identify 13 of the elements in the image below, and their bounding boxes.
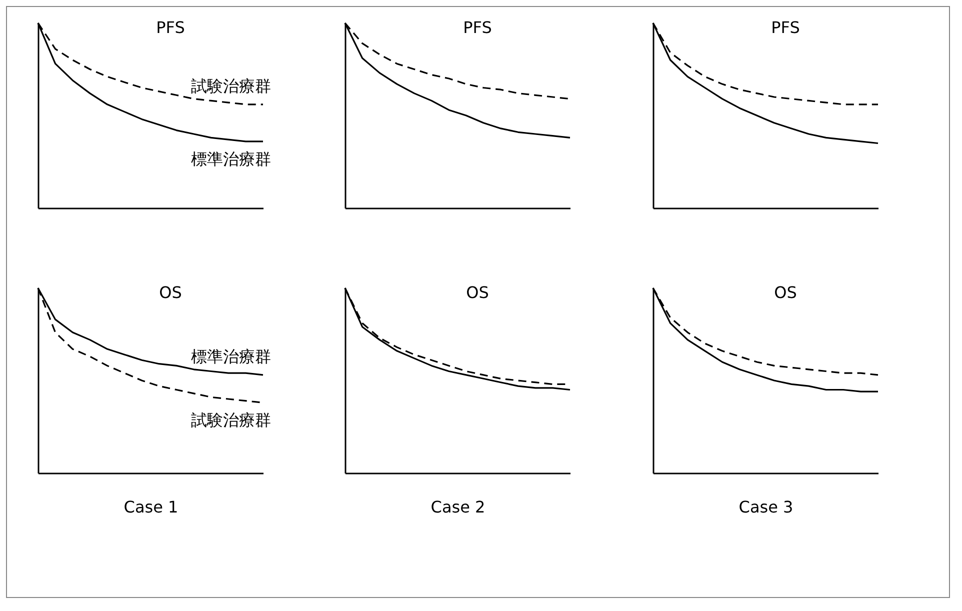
- series-label: 標準治療群: [191, 346, 271, 366]
- x-axis-title: Case 1: [124, 498, 178, 516]
- chart-title: PFS: [463, 18, 492, 38]
- series-label: 試験治療群: [191, 76, 271, 96]
- chart-title: PFS: [770, 18, 800, 38]
- x-axis-title: Case 3: [738, 498, 793, 516]
- chart-title: OS: [774, 283, 797, 302]
- chart-title: OS: [466, 283, 490, 302]
- series-label: 試験治療群: [191, 410, 271, 430]
- x-axis-title: Case 2: [431, 498, 486, 516]
- chart-title: OS: [159, 283, 182, 302]
- chart-title: PFS: [156, 18, 185, 38]
- series-label: 標準治療群: [191, 149, 271, 168]
